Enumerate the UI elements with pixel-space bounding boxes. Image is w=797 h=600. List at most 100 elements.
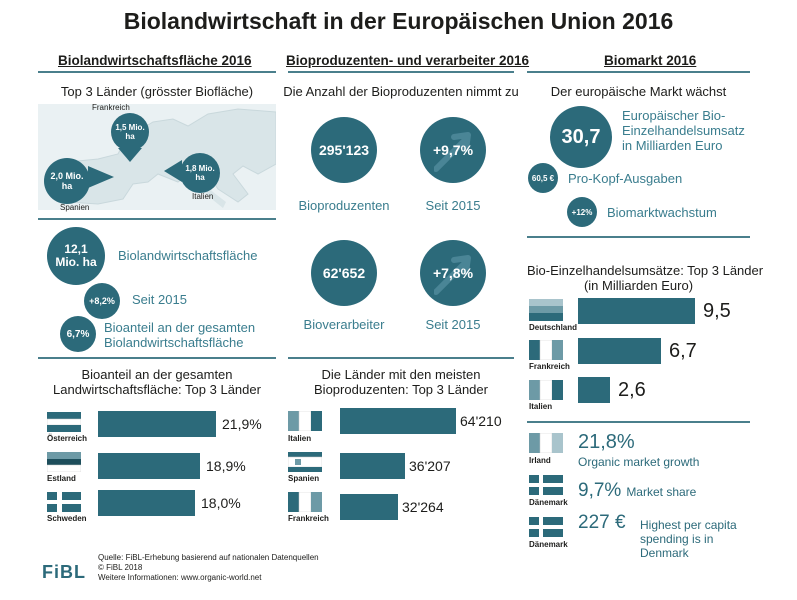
bar xyxy=(98,453,200,479)
col2-header-rule xyxy=(288,71,514,73)
fact-text: Market share xyxy=(626,485,697,499)
country-label: Deutschland xyxy=(529,323,578,332)
country-label: Irland xyxy=(529,456,551,465)
flag-spanien-icon xyxy=(288,452,322,472)
bar-value-label: 21,9% xyxy=(222,416,262,432)
country-label: Frankreich xyxy=(529,362,570,371)
col2-header: Bioproduzenten- und verarbeiter 2016 xyxy=(286,53,530,68)
stat-producers-circle: 295'123 xyxy=(311,117,377,183)
bar-row: 9,5 xyxy=(578,298,731,324)
stat-processors-growth-value: +7,8% xyxy=(432,265,474,281)
stat-processors-growth-circle: +7,8% xyxy=(420,240,486,306)
flag-estland-icon xyxy=(47,452,81,472)
fact-value: 9,7% xyxy=(578,480,622,501)
col3-bar-title-1: Bio-Einzelhandelsumsätze: Top 3 Länder xyxy=(527,263,764,278)
col3-subtitle: Der europäische Markt wächst xyxy=(550,84,727,99)
country-label: Frankreich xyxy=(288,514,329,523)
marker-italien-pointer xyxy=(164,160,182,182)
stat-processors-growth-label: Seit 2015 xyxy=(425,317,481,332)
stat-market-label: Europäischer Bio-Einzelhandelsumsatz in … xyxy=(622,108,745,153)
marker-frankreich: 1,5 Mio. ha xyxy=(111,113,149,151)
growth-arrow-icon xyxy=(434,132,471,172)
col1-bar-title-1: Bioanteil an der gesamten xyxy=(81,367,233,382)
bar-value-label: 18,0% xyxy=(201,495,241,511)
stat-processors-circle: 62'652 xyxy=(311,240,377,306)
stat-producers-growth-circle: +9,7% xyxy=(420,117,486,183)
marker-spanien-pointer xyxy=(88,166,114,188)
page-title: Biolandwirtschaft in der Europäischen Un… xyxy=(123,8,674,34)
bar-row: 2,6 xyxy=(578,377,646,403)
source-line-1: Quelle: FiBL-Erhebung basierend auf nati… xyxy=(98,553,319,562)
stat-area-growth-label: Seit 2015 xyxy=(132,292,187,307)
map-label-frankreich: Frankreich xyxy=(92,103,130,112)
bar-value-label: 2,6 xyxy=(618,378,646,401)
stat-growth-label: Biomarktwachstum xyxy=(607,205,717,220)
stat-area-circle: 12,1 Mio. ha xyxy=(47,227,105,285)
bar-row: 32'264 xyxy=(340,494,444,520)
source-line-2: © FiBL 2018 xyxy=(98,563,143,572)
bar-value-label: 6,7 xyxy=(669,339,697,362)
stat-market-circle: 30,7 xyxy=(550,106,612,168)
bar-row: 6,7 xyxy=(578,338,697,364)
col2-subtitle: Die Anzahl der Bioproduzenten nimmt zu xyxy=(283,84,519,99)
col3-rule-2 xyxy=(527,236,750,238)
bar-value-label: 64'210 xyxy=(460,413,502,429)
fact-value: 227 € xyxy=(578,512,626,533)
marker-spanien: 2,0 Mio. ha xyxy=(44,158,90,204)
bar xyxy=(578,298,695,324)
country-label: Italien xyxy=(288,434,312,443)
bar xyxy=(340,453,405,479)
stat-growth-circle: +12% xyxy=(567,197,597,227)
col1-bar-title-2: Landwirtschaftsfläche: Top 3 Länder xyxy=(53,382,261,397)
map-label-italien: Italien xyxy=(192,192,214,201)
bar-row: 18,0% xyxy=(98,490,241,516)
country-label: Schweden xyxy=(47,514,87,523)
bar-value-label: 36'207 xyxy=(409,458,451,474)
flag-irland-icon xyxy=(529,433,563,453)
bar-value-label: 18,9% xyxy=(206,458,246,474)
bar xyxy=(98,411,216,437)
stat-area-growth-circle: +8,2% xyxy=(84,283,120,319)
source-line-3: Weitere Informationen: www.organic-world… xyxy=(98,573,262,582)
bar-row: 21,9% xyxy=(98,411,262,437)
flag-daenemark-icon xyxy=(529,517,563,537)
map-label-spanien: Spanien xyxy=(60,203,90,212)
col1-header: Biolandwirtschaftsfläche 2016 xyxy=(58,53,252,68)
flag-daenemark-icon xyxy=(529,475,563,495)
fact-value: 21,8% xyxy=(578,431,635,453)
marker-italien: 1,8 Mio. ha xyxy=(180,153,220,193)
col3-header-rule xyxy=(527,71,750,73)
stat-per-capita-label: Pro-Kopf-Ausgaben xyxy=(568,171,683,186)
bar-value-label: 9,5 xyxy=(703,299,731,322)
fact-row: 9,7% Market share xyxy=(578,480,696,502)
stat-per-capita-circle: 60,5 € xyxy=(528,163,558,193)
col3-rule-3 xyxy=(527,421,750,423)
flag-schweden-icon xyxy=(47,492,81,512)
bar xyxy=(578,377,610,403)
flag-oesterreich-icon xyxy=(47,412,81,432)
col3-bar-title-2: (in Milliarden Euro) xyxy=(583,278,694,293)
stat-area-label: Biolandwirtschaftsfläche xyxy=(118,248,258,263)
flag-deutschland-icon xyxy=(529,299,563,321)
map-title: Top 3 Länder (grösster Biofläche) xyxy=(60,84,254,99)
col2-bar-title-2: Bioproduzenten: Top 3 Länder xyxy=(314,382,488,397)
col2-rule-2 xyxy=(288,357,514,359)
bar xyxy=(98,490,195,516)
col1-header-rule xyxy=(38,71,276,73)
flag-italien-icon xyxy=(288,411,322,431)
bar-row: 64'210 xyxy=(340,408,502,434)
col2-bar-title-1: Die Länder mit den meisten xyxy=(321,367,481,382)
stat-processors-label: Bioverarbeiter xyxy=(303,317,385,332)
fibl-logo: FiBL xyxy=(42,562,86,582)
bar xyxy=(340,408,456,434)
growth-arrow-icon xyxy=(434,255,471,295)
stat-share-circle: 6,7% xyxy=(60,316,96,352)
marker-frankreich-pointer xyxy=(118,148,142,162)
country-label: Dänemark xyxy=(529,540,568,549)
fact-text: Organic market growth xyxy=(578,455,700,469)
country-label: Dänemark xyxy=(529,498,568,507)
stat-producers-label: Bioproduzenten xyxy=(298,198,390,213)
flag-frankreich-icon xyxy=(288,492,322,512)
bar-value-label: 32'264 xyxy=(402,499,444,515)
flag-frankreich-icon xyxy=(529,340,563,360)
